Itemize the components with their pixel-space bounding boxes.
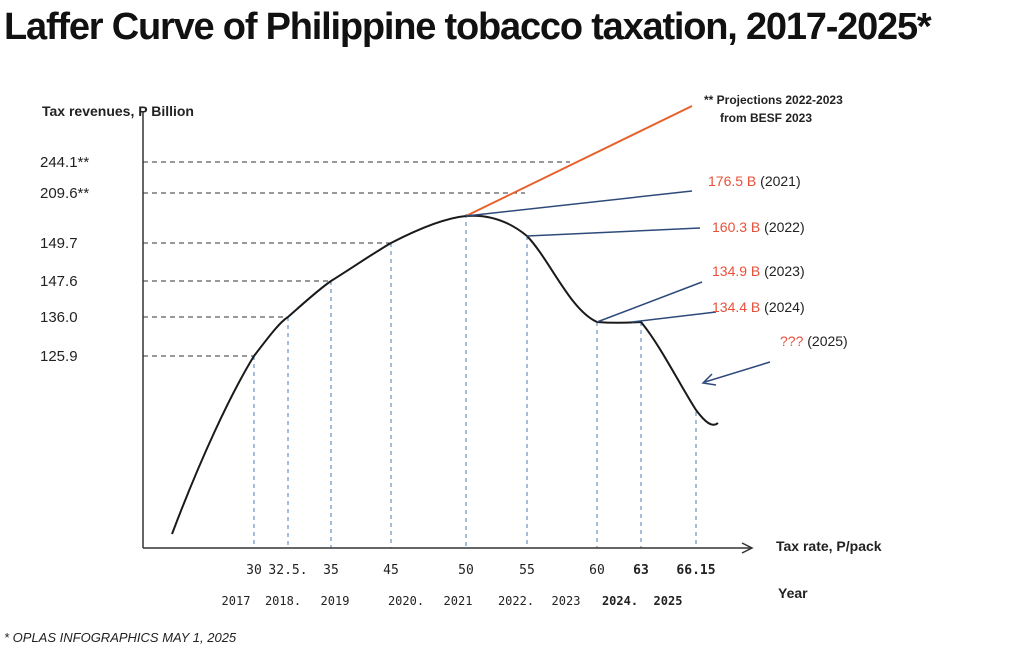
annotation-label: ??? (2025) xyxy=(780,333,848,349)
laffer-curve-line xyxy=(171,214,719,535)
year-label: 2020. xyxy=(388,594,424,608)
annotation-year: (2022) xyxy=(764,219,804,235)
y-tick-label: 125.9 xyxy=(40,348,78,365)
guide-lines xyxy=(143,161,697,548)
source-footnote: * OPLAS INFOGRAPHICS MAY 1, 2025 xyxy=(4,630,237,645)
year-label: 2023 xyxy=(552,594,581,608)
annotation-label: 134.4 B (2024) xyxy=(712,299,805,315)
text-layer: Tax revenues, P Billion Tax rate, P/pack Y… xyxy=(40,93,882,608)
annotation-pointers xyxy=(465,190,771,386)
chart-title: Laffer Curve of Philippine tobacco taxat… xyxy=(4,6,932,48)
y-tick-label: 209.6** xyxy=(40,185,89,202)
annotation-pointer xyxy=(704,361,771,383)
annotation-year: (2021) xyxy=(760,173,800,189)
annotation-label: 134.9 B (2023) xyxy=(712,263,805,279)
x-tick-label: 30 xyxy=(246,563,262,578)
year-label: 2025 xyxy=(654,594,683,608)
x-axis-title: Tax rate, P/pack xyxy=(776,538,882,554)
x-tick-label: 60 xyxy=(589,563,605,578)
year-label: 2024. xyxy=(602,594,638,608)
year-label: 2019 xyxy=(321,594,350,608)
annotation-value: 160.3 B xyxy=(712,219,764,235)
annotation-year: (2025) xyxy=(807,333,847,349)
projection-note-line2: from BESF 2023 xyxy=(720,111,812,125)
x-tick-label: 66.15 xyxy=(676,563,715,578)
x-tick-label: 32.5. xyxy=(268,563,307,578)
annotation-pointer xyxy=(526,227,701,237)
y-tick-label: 147.6 xyxy=(40,273,78,290)
annotation-arrowhead xyxy=(701,373,717,386)
x-tick-label: 45 xyxy=(383,563,399,578)
annotation-label: 176.5 B (2021) xyxy=(708,173,801,189)
annotation-label: 160.3 B (2022) xyxy=(712,219,805,235)
year-label: 2022. xyxy=(498,594,534,608)
curve-layer xyxy=(171,105,719,535)
axes xyxy=(142,112,754,554)
annotation-value: 134.9 B xyxy=(712,263,764,279)
projection-note-line1: ** Projections 2022-2023 xyxy=(704,93,843,107)
annotation-year: (2024) xyxy=(764,299,804,315)
x-tick-label: 50 xyxy=(458,563,474,578)
year-label: 2017 xyxy=(222,594,251,608)
x-tick-label: 55 xyxy=(519,563,535,578)
year-label: 2021 xyxy=(444,594,473,608)
projection-line xyxy=(465,105,693,217)
year-label: 2018. xyxy=(265,594,301,608)
annotation-pointer xyxy=(596,281,703,323)
y-tick-label: 136.0 xyxy=(40,309,78,326)
annotation-value: 134.4 B xyxy=(712,299,764,315)
x-tick-label: 63 xyxy=(633,563,649,578)
annotation-value: ??? xyxy=(780,333,807,349)
annotation-pointer xyxy=(465,190,693,217)
annotation-value: 176.5 B xyxy=(708,173,760,189)
x-row2-title: Year xyxy=(778,585,808,601)
annotation-pointer xyxy=(631,311,717,323)
x-axis-arrowhead xyxy=(741,542,754,554)
y-tick-label: 149.7 xyxy=(40,235,78,252)
x-tick-label: 35 xyxy=(323,563,339,578)
annotation-year: (2023) xyxy=(764,263,804,279)
y-axis-title: Tax revenues, P Billion xyxy=(42,103,194,119)
y-tick-label: 244.1** xyxy=(40,154,89,171)
